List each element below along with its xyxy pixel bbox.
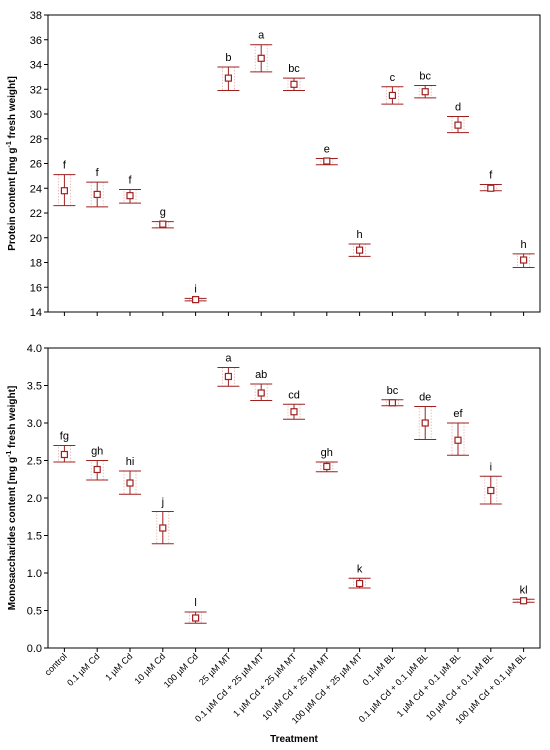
mean-point [323,157,331,165]
significance-letter: a [225,353,232,365]
mean-point [93,465,101,474]
y-tick-label: 18 [30,258,42,270]
y-tick-label: 22 [30,208,42,220]
y-tick-label: 3.5 [27,381,42,393]
significance-letter: fg [60,431,69,443]
mean-point [192,296,200,304]
y-tick-label: 4.0 [27,343,42,355]
mean-point [192,614,200,622]
y-tick-label: 20 [30,233,42,245]
mean-point [159,524,167,532]
mean-point [224,74,232,82]
mean-point [290,80,298,88]
y-tick-label: 2.0 [27,493,42,505]
significance-letter: f [489,170,493,182]
significance-letter: i [490,461,492,473]
significance-letter: hi [126,456,135,468]
mean-point [454,121,462,129]
y-tick-label: 36 [30,35,42,47]
mean-point [224,372,232,381]
mean-point [126,479,134,487]
mean-point [519,597,528,605]
y-tick-label: 38 [30,10,42,22]
significance-letter: a [258,30,265,42]
significance-letter: ef [453,408,463,420]
significance-letter: f [128,174,132,186]
y-tick-label: 14 [30,307,42,319]
monosaccharides-panel: 0.0 0.5 1.0 1.5 2.0 2.5 3.0 3.5 4.0 Monosaccharid… [6,343,541,745]
significance-letter: i [194,283,196,295]
significance-letter: g [160,207,166,219]
mean-point [388,399,396,407]
y-tick-label: 16 [30,282,42,294]
mean-point [487,486,495,495]
significance-letter: bc [419,71,431,83]
significance-letter: gh [321,447,333,459]
y-tick-label: 0.0 [27,643,42,655]
protein-panel: 14 16 18 20 22 24 26 28 30 32 34 36 38 Protein conten… [6,10,541,319]
x-tick-label: control [43,651,69,677]
mean-point [290,408,298,416]
y-tick-label: 34 [30,60,42,72]
mean-point [257,389,265,397]
mean-point [421,88,429,96]
mean-point [159,220,167,228]
significance-letter: bc [387,385,399,397]
y-tick-label: 30 [30,109,42,121]
significance-letter: e [324,144,330,156]
significance-letter: h [357,229,363,241]
y-tick-label: 0.5 [27,606,42,618]
x-tick-label: 1 µM Cd + 0.1 µM BL [395,651,463,719]
x-tick-label: 100 µM Cd [162,651,200,689]
y-tick-label: 3.0 [27,418,42,430]
significance-letter: kl [520,584,528,596]
significance-letter: f [63,160,67,172]
y-tick-label: 1.5 [27,531,42,543]
significance-letter: bc [288,63,300,75]
y-tick-label: 26 [30,159,42,171]
plot-frame [47,14,541,313]
mean-point [60,450,69,459]
x-tick-label: 0.1 µM Cd [65,651,102,688]
significance-letter: f [96,167,100,179]
y-tick-label: 24 [30,183,42,195]
y-axis-label: Protein content [mg g-1 fresh weight] [6,76,18,251]
x-tick-label: 1 µM Cd + 25 µM MT [231,651,299,719]
significance-letter: j [161,497,164,509]
significance-letter: l [194,597,196,609]
y-tick-label: 1.0 [27,568,42,580]
y-tick-label: 32 [30,84,42,96]
significance-letter: ab [255,369,267,381]
mean-point [93,190,101,199]
x-tick-label: 1 µM Cd [103,651,134,682]
mean-point [519,256,528,264]
significance-letter: h [521,239,527,251]
y-tick-label: 2.5 [27,456,42,468]
x-axis-label: Treatment [270,734,318,745]
significance-letter: d [455,101,461,113]
mean-point [323,462,331,471]
y-axis-label: Monosaccharides content [mg g-1 fresh we… [6,386,18,611]
significance-letter: cd [288,389,300,401]
mean-point [356,579,364,588]
mean-point [126,192,134,200]
mean-point [60,187,69,195]
mean-point [356,246,364,254]
significance-letter: k [357,563,363,575]
mean-point [421,419,429,427]
significance-letter: c [390,72,396,84]
mean-point [454,436,462,444]
significance-letter: b [225,52,231,64]
mean-point [388,91,396,100]
mean-point [487,184,495,192]
y-tick-label: 28 [30,134,42,146]
mean-point [257,54,265,62]
significance-letter: de [419,392,431,404]
significance-letter: gh [91,446,103,458]
